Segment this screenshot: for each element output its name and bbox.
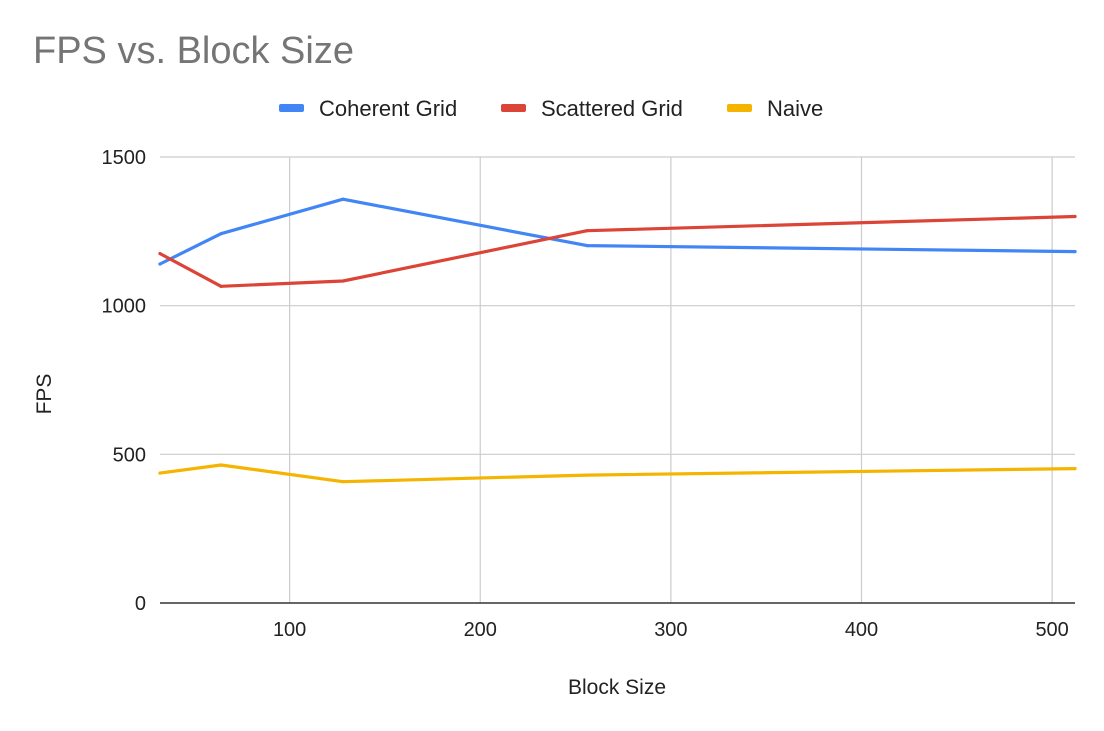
x-tick-label: 500 (1035, 619, 1068, 641)
y-tick-label: 1000 (102, 296, 147, 318)
data-point-coherent-grid (158, 262, 162, 266)
series-lines (158, 197, 1077, 484)
legend-swatch-coherent-grid (279, 104, 304, 112)
x-tick-labels: 100 200 300 400 500 (273, 619, 1069, 641)
legend-swatch-naive (727, 104, 752, 112)
data-point-naive (1073, 467, 1077, 471)
y-tick-label: 1500 (102, 147, 147, 169)
x-tick-label: 400 (845, 619, 878, 641)
data-point-naive (585, 473, 589, 477)
data-point-scattered-grid (1073, 214, 1077, 219)
data-point-scattered-grid (585, 229, 589, 233)
data-point-scattered-grid (158, 252, 162, 256)
data-point-naive (219, 463, 223, 467)
data-point-coherent-grid (219, 232, 223, 236)
data-point-naive (158, 471, 162, 475)
x-axis-title: Block Size (568, 676, 666, 699)
y-tick-label: 500 (113, 444, 146, 466)
data-point-scattered-grid (219, 284, 223, 288)
series-line-naive (158, 463, 1077, 484)
y-tick-labels: 0 500 1000 1500 (102, 147, 147, 615)
legend-label-naive: Naive (767, 96, 823, 121)
data-point-scattered-grid (341, 279, 345, 283)
y-axis-title: FPS (33, 374, 56, 415)
data-point-coherent-grid (341, 197, 345, 201)
chart-title: FPS vs. Block Size (33, 30, 354, 72)
data-point-coherent-grid (1073, 249, 1077, 254)
data-point-naive (341, 480, 345, 484)
x-tick-label: 100 (273, 619, 306, 641)
legend: Coherent Grid Scattered Grid Naive (279, 96, 823, 121)
x-tick-label: 300 (654, 619, 687, 641)
y-tick-label: 0 (135, 593, 146, 615)
legend-label-coherent-grid: Coherent Grid (319, 96, 457, 121)
legend-swatch-scattered-grid (501, 104, 526, 112)
gridlines (160, 156, 1075, 603)
series-line-coherent-grid (158, 197, 1077, 266)
x-tick-label: 200 (464, 619, 497, 641)
data-point-coherent-grid (585, 244, 589, 248)
legend-label-scattered-grid: Scattered Grid (541, 96, 683, 121)
